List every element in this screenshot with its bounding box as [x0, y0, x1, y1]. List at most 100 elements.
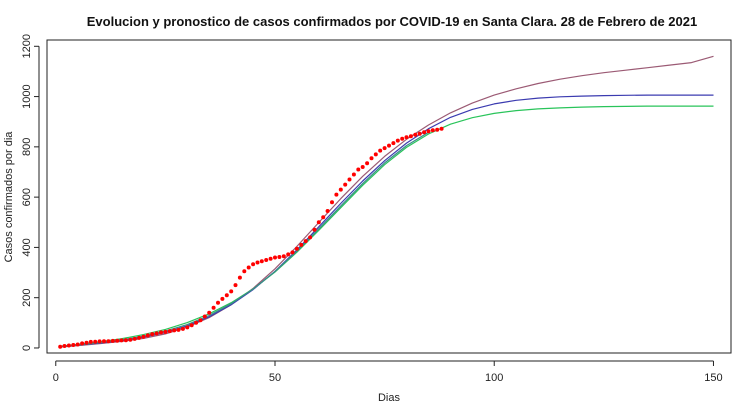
- data-point: [290, 250, 295, 255]
- data-point: [413, 132, 418, 137]
- points-layer: [58, 126, 444, 349]
- data-point: [334, 192, 339, 197]
- y-tick-label: 1200: [21, 34, 33, 58]
- data-point: [180, 326, 185, 331]
- data-point: [123, 338, 128, 343]
- y-axis: 0 200 400 600 800 1000 1200: [21, 34, 40, 351]
- data-point: [185, 325, 190, 330]
- y-axis-label: Casos confirmados por dia: [3, 131, 15, 263]
- data-point: [198, 318, 203, 323]
- data-point: [246, 265, 251, 270]
- data-point: [439, 126, 444, 131]
- data-point: [268, 256, 273, 261]
- x-tick-label: 50: [269, 372, 281, 384]
- series-line-4: [60, 131, 429, 348]
- data-point: [189, 323, 194, 328]
- series-line-3: [60, 105, 714, 347]
- data-point: [338, 187, 343, 192]
- data-point: [137, 335, 142, 340]
- data-point: [273, 255, 277, 260]
- data-point: [408, 134, 413, 139]
- data-point: [373, 152, 378, 157]
- data-point: [321, 215, 326, 220]
- data-point: [308, 235, 313, 240]
- y-tick-label: 0: [21, 345, 33, 351]
- data-point: [106, 339, 111, 344]
- data-point: [330, 200, 334, 205]
- data-point: [207, 310, 212, 315]
- data-point: [400, 136, 405, 141]
- data-point: [281, 254, 286, 259]
- data-point: [286, 252, 291, 257]
- data-point: [84, 340, 89, 345]
- data-point: [93, 339, 98, 344]
- data-point: [369, 156, 374, 161]
- data-point: [194, 320, 199, 325]
- data-point: [356, 167, 361, 172]
- data-point: [312, 227, 317, 232]
- data-point: [299, 242, 304, 247]
- data-point: [216, 300, 220, 305]
- data-point: [71, 343, 76, 347]
- data-point: [58, 344, 63, 349]
- data-point: [102, 339, 106, 344]
- data-point: [378, 148, 383, 153]
- data-point: [264, 258, 269, 262]
- data-point: [119, 338, 124, 343]
- data-point: [426, 129, 431, 134]
- data-point: [88, 339, 93, 344]
- y-tick-label: 600: [21, 188, 33, 206]
- data-point: [242, 269, 247, 274]
- chart-title: Evolucion y pronostico de casos confirma…: [87, 14, 697, 29]
- data-point: [224, 293, 229, 298]
- data-point: [97, 339, 102, 344]
- data-point: [163, 329, 168, 334]
- data-point: [115, 338, 120, 343]
- data-point: [132, 336, 137, 341]
- data-point: [66, 343, 71, 348]
- data-point: [128, 337, 133, 342]
- data-point: [365, 161, 370, 166]
- data-point: [167, 329, 172, 334]
- data-point: [422, 130, 427, 135]
- data-point: [255, 260, 260, 265]
- data-point: [303, 239, 308, 244]
- data-point: [435, 127, 440, 132]
- data-point: [220, 296, 225, 301]
- data-point: [229, 289, 234, 294]
- data-point: [360, 165, 365, 169]
- x-tick-label: 150: [704, 372, 722, 384]
- data-point: [141, 334, 146, 339]
- data-point: [387, 143, 391, 148]
- data-point: [417, 131, 422, 136]
- data-point: [251, 262, 256, 267]
- data-point: [237, 275, 242, 280]
- x-tick-label: 100: [485, 372, 503, 384]
- x-tick-label: 0: [53, 372, 59, 384]
- data-point: [325, 209, 330, 213]
- y-tick-label: 800: [21, 138, 33, 156]
- plot-frame: [46, 39, 732, 354]
- data-point: [391, 141, 396, 146]
- data-point: [172, 328, 177, 333]
- x-axis-label: Dias: [378, 392, 401, 404]
- data-point: [159, 330, 163, 335]
- data-point: [145, 333, 150, 338]
- data-point: [202, 314, 207, 319]
- data-point: [430, 128, 435, 133]
- y-tick-label: 1000: [21, 84, 33, 108]
- data-point: [294, 246, 299, 251]
- data-point: [351, 172, 356, 177]
- data-point: [277, 255, 282, 259]
- data-point: [62, 344, 67, 348]
- series-line-2: [60, 94, 714, 348]
- series-line-1: [60, 55, 714, 348]
- data-point: [316, 220, 321, 225]
- data-point: [150, 332, 155, 337]
- data-point: [176, 327, 181, 332]
- y-tick-label: 200: [21, 289, 33, 307]
- data-point: [75, 342, 80, 347]
- y-tick-label: 400: [21, 238, 33, 256]
